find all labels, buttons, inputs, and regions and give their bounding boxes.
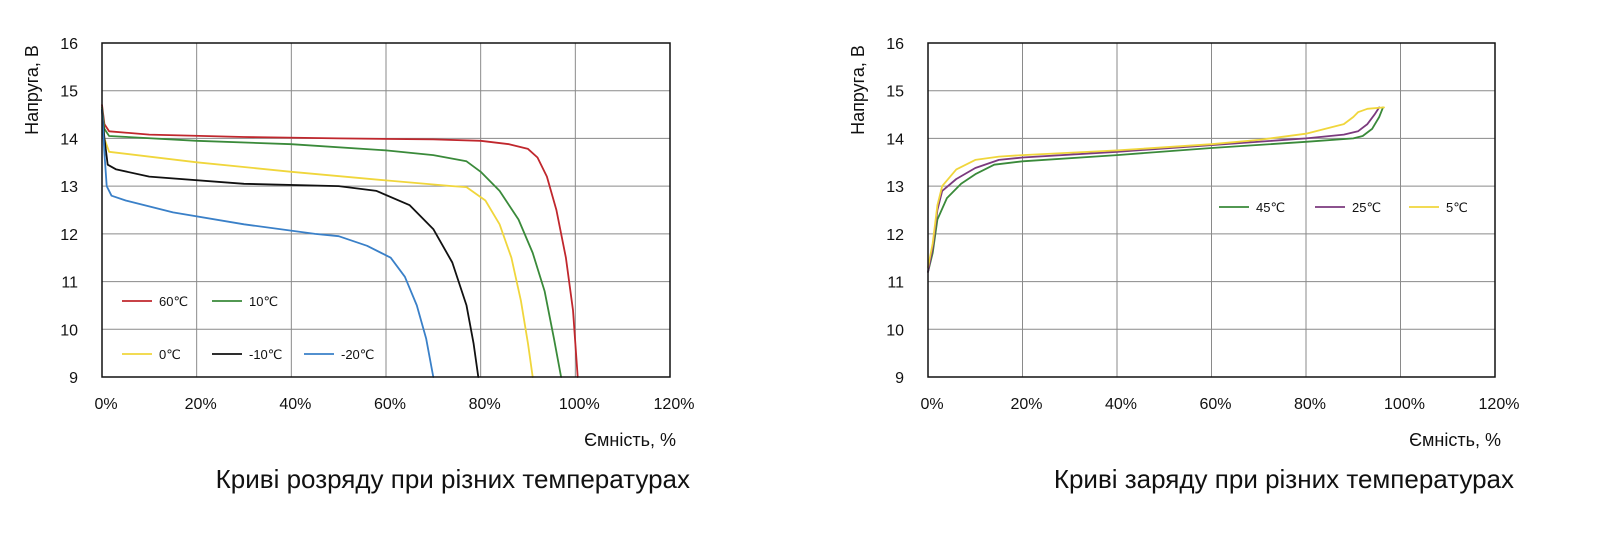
discharge-x-tick-label: 60% [374,396,406,413]
discharge-y-tick-label: 16 [60,36,78,53]
discharge-legend-label: -20℃ [341,347,374,362]
discharge-series-line [101,108,534,378]
discharge-y-tick-label: 9 [69,370,78,387]
charge-y-tick-label: 15 [886,84,904,101]
discharge-x-tick-label: 0% [94,396,117,413]
charge-x-tick-label: 120% [1479,396,1520,413]
discharge-x-axis-label: Ємність, % [584,430,676,450]
discharge-chart-svg: 0% 20% 40% 60% 80% 100% 120% 9 10 11 12 13 14 15 16 Ємн… [22,36,695,450]
charge-y-tick-label: 16 [886,36,904,53]
charge-legend-label: 45℃ [1256,200,1285,215]
charge-x-tick-label: 80% [1294,396,1326,413]
charge-chart: 0% 20% 40% 60% 80% 100% 120% 9 10 11 12 13 14 15 16 Ємн… [803,0,1606,552]
discharge-legend-label: 60℃ [159,294,188,309]
discharge-y-tick-label: 12 [60,227,78,244]
discharge-x-tick-label: 20% [185,396,217,413]
charge-x-tick-label: 60% [1199,396,1231,413]
discharge-chart-title: Криві розряду при різних температурах [215,464,690,494]
charge-series-line [927,106,1381,273]
charge-y-tick-label: 13 [886,179,904,196]
discharge-y-tick-label: 10 [60,322,78,339]
discharge-series-line [101,108,435,378]
discharge-series-line [101,104,579,378]
charge-series-line [927,106,1384,273]
charge-x-tick-label: 20% [1010,396,1042,413]
charge-y-axis-label: Напруга, В [848,45,868,135]
discharge-x-tick-label: 100% [559,396,600,413]
charge-y-tick-label: 11 [887,275,904,292]
discharge-y-axis-label: Напруга, В [22,45,42,135]
charge-x-tick-label: 100% [1384,396,1425,413]
discharge-plot-border [101,42,671,378]
discharge-y-tick-label: 15 [60,84,78,101]
charge-y-tick-label: 9 [895,370,904,387]
discharge-legend-label: -10℃ [249,347,282,362]
discharge-y-tick-label: 13 [60,179,78,196]
discharge-series-line [101,106,562,378]
discharge-y-tick-label: 11 [61,275,78,292]
discharge-x-tick-label: 40% [279,396,311,413]
discharge-legend-label: 0℃ [159,347,181,362]
charge-plot-border [927,42,1496,378]
discharge-series-line [101,108,480,378]
charge-chart-title: Криві заряду при різних температурах [1053,464,1514,494]
charge-x-tick-label: 40% [1105,396,1137,413]
discharge-x-tick-label: 80% [469,396,501,413]
charge-legend-label: 25℃ [1352,200,1381,215]
discharge-legend-label: 10℃ [249,294,278,309]
discharge-y-tick-label: 14 [60,131,78,148]
charge-x-axis-label: Ємність, % [1409,430,1501,450]
charge-y-tick-label: 10 [886,322,904,339]
discharge-chart: 0% 20% 40% 60% 80% 100% 120% 9 10 11 12 13 14 15 16 Ємн… [22,36,695,494]
charge-y-tick-label: 14 [886,131,904,148]
discharge-x-tick-label: 120% [654,396,695,413]
charge-series-line [927,106,1385,269]
charge-y-tick-label: 12 [886,227,904,244]
charge-chart-svg: 0% 20% 40% 60% 80% 100% 120% 9 10 11 12 13 14 15 16 Ємн… [848,36,1520,450]
charge-legend-label: 5℃ [1446,200,1468,215]
charge-x-tick-label: 0% [920,396,943,413]
